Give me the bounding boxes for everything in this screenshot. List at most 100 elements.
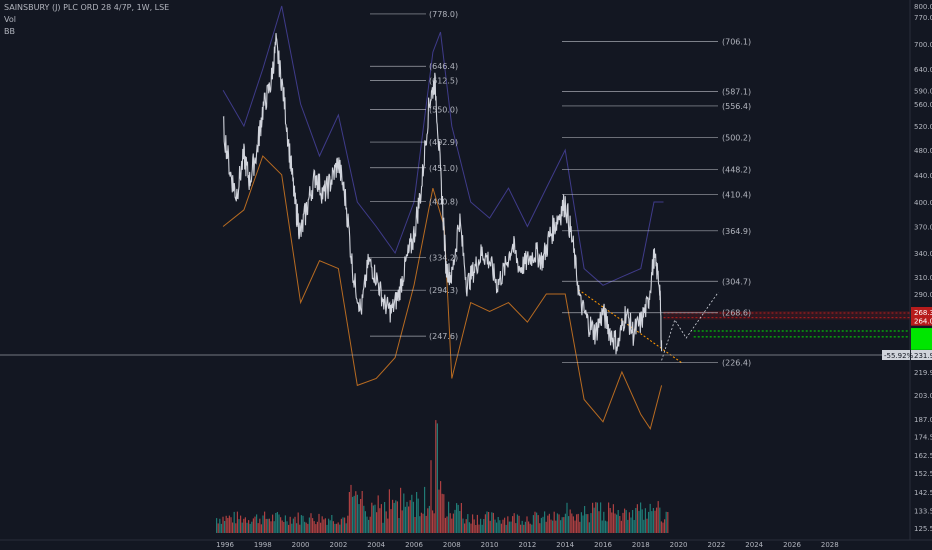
price-tick-label: 187.0 bbox=[914, 416, 932, 424]
indicator-bb-label[interactable]: BB bbox=[4, 27, 15, 36]
volume-bar bbox=[598, 511, 600, 533]
volume-bar bbox=[267, 518, 269, 533]
volume-bar bbox=[446, 516, 448, 533]
level-g1-label: (294.3) bbox=[429, 286, 458, 295]
volume-bar bbox=[297, 512, 299, 533]
volume-bar bbox=[611, 512, 613, 533]
pct-badge-label: -55.92% bbox=[884, 352, 914, 360]
volume-bar bbox=[568, 516, 570, 533]
volume-bar bbox=[414, 517, 416, 533]
volume-bar bbox=[433, 513, 435, 533]
volume-bar bbox=[480, 518, 482, 533]
volume-bar bbox=[404, 506, 406, 533]
volume-bar bbox=[246, 522, 248, 533]
volume-bar bbox=[624, 508, 626, 533]
volume-bar bbox=[425, 515, 427, 533]
price-tick-label: 520.0 bbox=[914, 123, 932, 131]
volume-bar bbox=[518, 515, 520, 533]
volume-bar bbox=[603, 511, 605, 533]
volume-bar bbox=[265, 518, 267, 533]
volume-bar bbox=[392, 499, 394, 533]
price-series-line bbox=[222, 33, 663, 355]
volume-bar bbox=[596, 502, 598, 533]
volume-bar bbox=[496, 522, 498, 533]
volume-bar bbox=[563, 517, 565, 533]
volume-bar bbox=[572, 516, 574, 533]
volume-bar bbox=[534, 511, 536, 533]
volume-bar bbox=[499, 520, 501, 533]
volume-bar bbox=[561, 517, 563, 533]
level-g2-label: (364.9) bbox=[722, 227, 751, 236]
time-tick-label: 2016 bbox=[594, 541, 612, 549]
volume-bar bbox=[284, 515, 286, 533]
volume-bar bbox=[510, 521, 512, 533]
volume-bar bbox=[505, 524, 507, 533]
volume-bar bbox=[451, 518, 453, 533]
time-tick-label: 2018 bbox=[632, 541, 650, 549]
volume-bar bbox=[542, 516, 544, 533]
volume-bar bbox=[318, 513, 320, 533]
volume-bar bbox=[662, 522, 664, 533]
indicator-vol-label[interactable]: Vol bbox=[4, 15, 16, 24]
volume-bar bbox=[235, 523, 237, 533]
time-tick-label: 2024 bbox=[745, 541, 763, 549]
volume-bar bbox=[403, 493, 405, 533]
time-tick-label: 2014 bbox=[556, 541, 574, 549]
volume-bar bbox=[419, 516, 421, 533]
volume-bar bbox=[398, 518, 400, 533]
volume-bar bbox=[656, 507, 658, 533]
volume-bar bbox=[286, 521, 288, 533]
volume-bar bbox=[329, 520, 331, 533]
volume-bar bbox=[468, 522, 470, 533]
volume-bar bbox=[358, 504, 360, 533]
price-badge-label: 268.3 bbox=[914, 309, 932, 317]
volume-bar bbox=[523, 524, 525, 533]
volume-bar bbox=[512, 516, 514, 533]
price-axis[interactable]: 800.0 770.0 700.0 640.0 590.0 560.0 520.0 480.0… bbox=[909, 0, 932, 540]
price-badge-label: 231.9 bbox=[914, 352, 932, 360]
volume-bar bbox=[273, 521, 275, 533]
price-badge bbox=[911, 350, 932, 360]
price-tick-label: 560.0 bbox=[914, 101, 932, 109]
volume-bar bbox=[659, 507, 661, 533]
volume-bar bbox=[520, 524, 522, 533]
volume-bar bbox=[456, 503, 458, 533]
volume-bar bbox=[408, 506, 410, 533]
price-tick-label: 162.5 bbox=[914, 452, 932, 460]
level-g1-label: (612.5) bbox=[429, 77, 458, 86]
volume-bar bbox=[228, 515, 230, 533]
volume-bar bbox=[278, 514, 280, 533]
volume-bar bbox=[441, 493, 443, 533]
volume-bar bbox=[427, 508, 429, 533]
volume-bar bbox=[355, 491, 357, 533]
volume-bar bbox=[283, 522, 285, 533]
volume-bar bbox=[585, 514, 587, 533]
volume-bars bbox=[216, 420, 669, 533]
volume-bar bbox=[320, 522, 322, 533]
volume-bar bbox=[464, 523, 466, 533]
volume-bar bbox=[332, 521, 334, 533]
volume-bar bbox=[395, 500, 397, 533]
volume-bar bbox=[420, 512, 422, 533]
volume-bar bbox=[513, 513, 515, 533]
volume-bar bbox=[219, 518, 221, 533]
volume-bar bbox=[508, 521, 510, 533]
time-tick-label: 2000 bbox=[292, 541, 310, 549]
volume-bar bbox=[521, 520, 523, 533]
resistance-zone bbox=[663, 311, 910, 320]
volume-bar bbox=[312, 518, 314, 533]
volume-bar bbox=[291, 523, 293, 533]
volume-bar bbox=[558, 514, 560, 533]
time-tick-label: 2020 bbox=[670, 541, 688, 549]
volume-bar bbox=[401, 510, 403, 533]
volume-bar bbox=[380, 504, 382, 533]
time-tick-label: 1998 bbox=[254, 541, 272, 549]
projection-path bbox=[661, 291, 719, 361]
volume-bar bbox=[344, 517, 346, 533]
volume-bar bbox=[304, 521, 306, 533]
volume-bar bbox=[486, 511, 488, 533]
time-axis[interactable]: 1996 1998 2000 2002 2004 2006 2008 2010 2012 2014… bbox=[0, 539, 932, 549]
volume-bar bbox=[590, 513, 592, 533]
